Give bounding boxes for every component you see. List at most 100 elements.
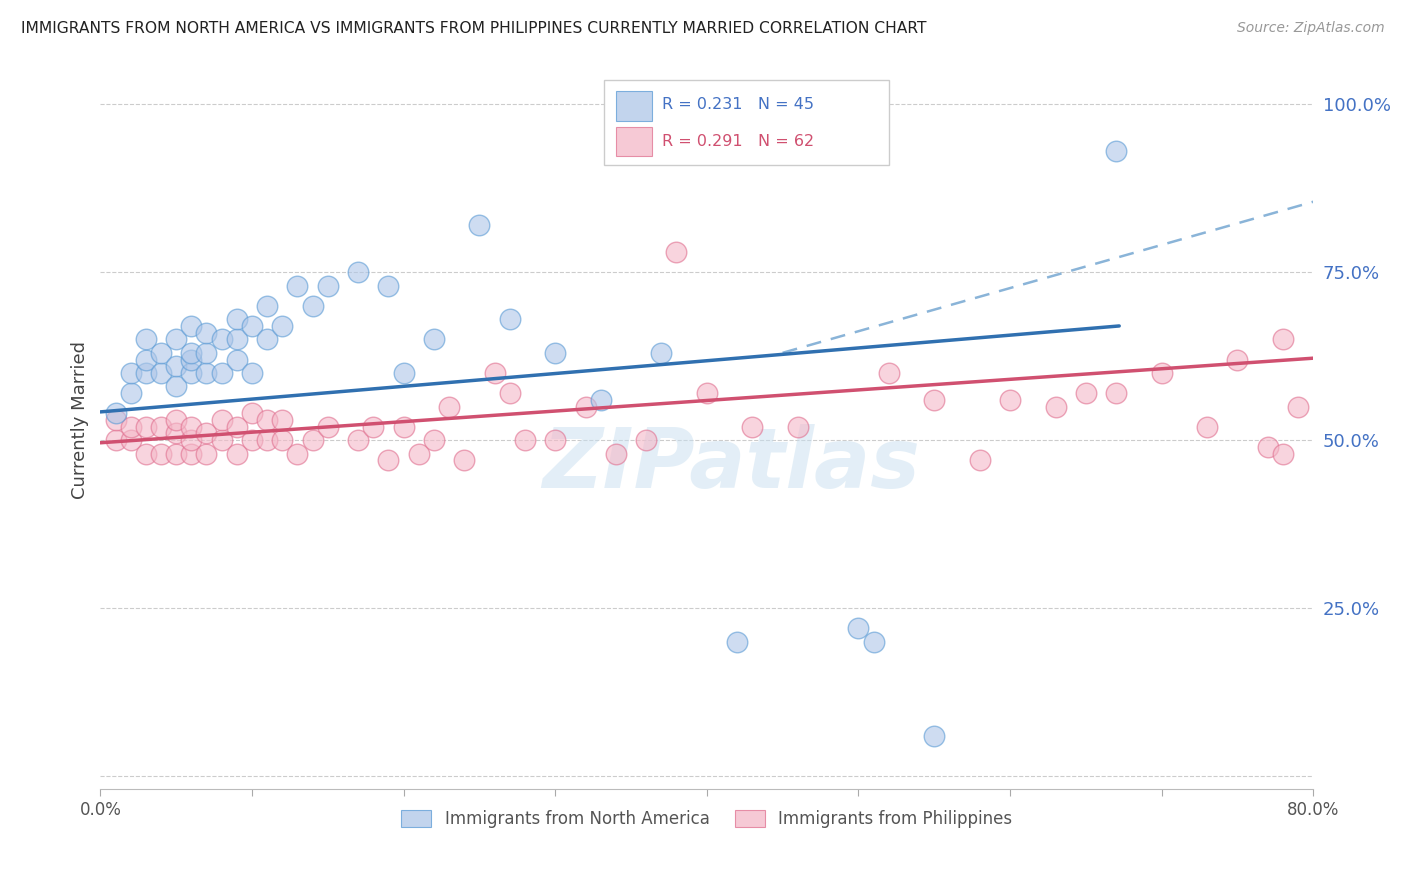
Point xyxy=(120,419,142,434)
Point xyxy=(347,433,370,447)
Point xyxy=(180,352,202,367)
Point xyxy=(998,392,1021,407)
FancyBboxPatch shape xyxy=(616,127,652,156)
Point xyxy=(256,413,278,427)
Point xyxy=(605,446,627,460)
Point xyxy=(135,352,157,367)
Y-axis label: Currently Married: Currently Married xyxy=(72,341,89,499)
Point xyxy=(665,245,688,260)
Point xyxy=(104,413,127,427)
Point xyxy=(271,318,294,333)
Point xyxy=(104,406,127,420)
Text: Source: ZipAtlas.com: Source: ZipAtlas.com xyxy=(1237,21,1385,35)
Point xyxy=(513,433,536,447)
Legend: Immigrants from North America, Immigrants from Philippines: Immigrants from North America, Immigrant… xyxy=(394,801,1021,837)
Point xyxy=(922,392,945,407)
Point xyxy=(195,426,218,441)
Point xyxy=(180,433,202,447)
Point xyxy=(316,278,339,293)
Point xyxy=(150,419,173,434)
Point xyxy=(1105,386,1128,401)
Point xyxy=(1150,366,1173,380)
Point xyxy=(1045,400,1067,414)
Point xyxy=(165,359,187,374)
Point xyxy=(1226,352,1249,367)
Point xyxy=(104,433,127,447)
Point xyxy=(180,318,202,333)
Point xyxy=(240,366,263,380)
Point xyxy=(211,413,233,427)
Point xyxy=(150,346,173,360)
Point xyxy=(120,366,142,380)
Point xyxy=(180,419,202,434)
Text: ZIPatlas: ZIPatlas xyxy=(543,424,920,505)
Point xyxy=(848,621,870,635)
Point xyxy=(287,278,309,293)
Point xyxy=(135,332,157,346)
Point xyxy=(725,634,748,648)
Point xyxy=(589,392,612,407)
Point xyxy=(165,446,187,460)
Point xyxy=(877,366,900,380)
Point xyxy=(468,219,491,233)
Point xyxy=(862,634,884,648)
Point xyxy=(150,366,173,380)
Point xyxy=(922,729,945,743)
Point xyxy=(120,433,142,447)
Point xyxy=(453,453,475,467)
Point xyxy=(316,419,339,434)
Point xyxy=(696,386,718,401)
Point xyxy=(211,366,233,380)
Point xyxy=(392,366,415,380)
Point xyxy=(225,446,247,460)
Point xyxy=(1286,400,1309,414)
Point xyxy=(969,453,991,467)
Point xyxy=(574,400,596,414)
Point xyxy=(271,413,294,427)
Text: IMMIGRANTS FROM NORTH AMERICA VS IMMIGRANTS FROM PHILIPPINES CURRENTLY MARRIED C: IMMIGRANTS FROM NORTH AMERICA VS IMMIGRA… xyxy=(21,21,927,36)
Text: R = 0.291   N = 62: R = 0.291 N = 62 xyxy=(662,134,814,149)
Point xyxy=(271,433,294,447)
Point xyxy=(301,433,323,447)
Point xyxy=(361,419,384,434)
Point xyxy=(165,413,187,427)
Point xyxy=(1271,446,1294,460)
Point xyxy=(423,433,446,447)
Point xyxy=(180,346,202,360)
Point xyxy=(135,419,157,434)
Point xyxy=(786,419,808,434)
Point xyxy=(240,433,263,447)
Text: R = 0.231   N = 45: R = 0.231 N = 45 xyxy=(662,97,814,112)
Point xyxy=(135,446,157,460)
Point xyxy=(1105,145,1128,159)
Point xyxy=(120,386,142,401)
Point xyxy=(195,446,218,460)
Point xyxy=(150,446,173,460)
Point xyxy=(225,352,247,367)
Point xyxy=(287,446,309,460)
Point xyxy=(256,332,278,346)
Point xyxy=(225,312,247,326)
FancyBboxPatch shape xyxy=(616,91,652,120)
Point xyxy=(1074,386,1097,401)
Point xyxy=(301,299,323,313)
Point xyxy=(392,419,415,434)
Point xyxy=(211,332,233,346)
Point xyxy=(408,446,430,460)
Point xyxy=(1197,419,1219,434)
Point xyxy=(165,379,187,393)
Point xyxy=(180,446,202,460)
Point xyxy=(377,453,399,467)
Point xyxy=(165,426,187,441)
Point xyxy=(195,366,218,380)
Point xyxy=(225,332,247,346)
Point xyxy=(1257,440,1279,454)
Point xyxy=(544,433,567,447)
Point xyxy=(225,419,247,434)
Point xyxy=(423,332,446,346)
Point xyxy=(256,299,278,313)
Point xyxy=(650,346,672,360)
Point xyxy=(377,278,399,293)
Point xyxy=(180,366,202,380)
Point xyxy=(195,346,218,360)
